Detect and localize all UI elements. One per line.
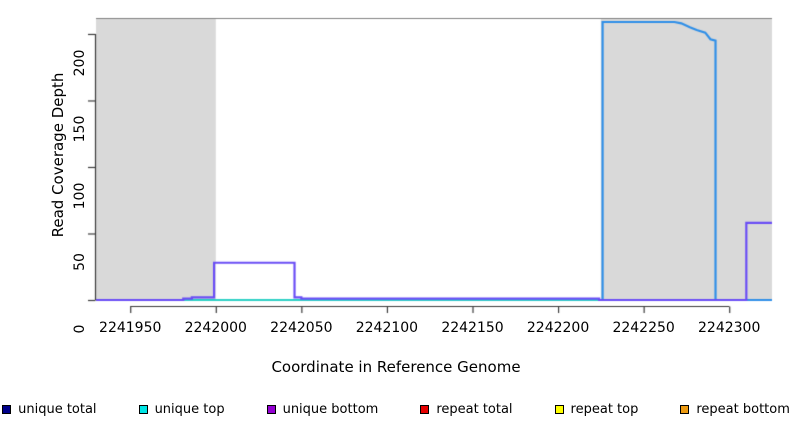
legend-label: repeat top [570, 401, 639, 417]
x-tick-label-2241950: 2241950 [99, 320, 162, 336]
y-tick-label-200: 200 [72, 49, 88, 77]
legend-swatch-icon [138, 404, 148, 414]
x-tick-label-2242050: 2242050 [270, 320, 333, 336]
y-tick-label-50: 50 [72, 253, 88, 272]
x-axis-title: Coordinate in Reference Genome [271, 358, 521, 376]
x-tick-label-2242200: 2242200 [526, 320, 590, 336]
x-tick-label-2242300: 2242300 [698, 320, 761, 336]
legend-item-repeat-bottom: repeat bottom [680, 402, 790, 417]
x-tick-label-2242150: 2242150 [441, 320, 504, 336]
legend-swatch-icon [266, 404, 276, 414]
legend-item-unique-bottom: unique bottom [266, 401, 379, 417]
legend-item-repeat-top: repeat top [554, 401, 639, 417]
x-tick-label-2242100: 2242100 [355, 320, 419, 336]
chart-legend: unique total unique top unique bottom re… [0, 398, 792, 420]
legend-swatch-icon [554, 404, 564, 414]
legend-label: unique top [154, 401, 225, 417]
legend-label: repeat total [436, 401, 513, 417]
x-tick-label-2242000: 2242000 [184, 320, 247, 336]
legend-label: repeat bottom [696, 401, 790, 417]
legend-swatch-icon [680, 404, 690, 414]
y-tick-label-150: 150 [72, 116, 88, 143]
legend-swatch-icon [2, 404, 12, 414]
legend-item-repeat-total: repeat total [420, 401, 513, 417]
legend-item-unique-total: unique total [2, 401, 97, 417]
legend-label: unique bottom [282, 401, 379, 417]
legend-label: unique total [18, 401, 97, 417]
legend-swatch-icon [420, 404, 430, 414]
y-tick-label-100: 100 [72, 182, 88, 210]
y-axis-title: Read Coverage Depth [49, 72, 67, 238]
x-tick-label-2242250: 2242250 [612, 320, 675, 336]
legend-item-unique-top: unique top [138, 401, 225, 417]
